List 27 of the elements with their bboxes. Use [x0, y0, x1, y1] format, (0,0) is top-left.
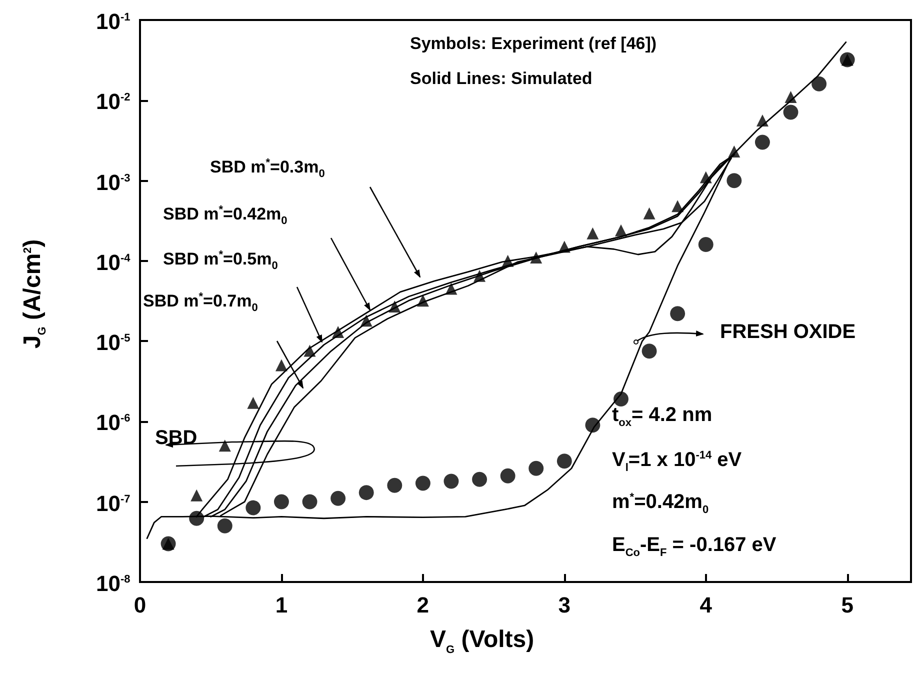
- x-tick-label: 1: [275, 592, 288, 618]
- annotation: m$^{*}$=0.42m$_{0}$: [612, 491, 709, 516]
- annotation: Solid Lines: Simulated: [410, 69, 592, 88]
- annotation: SBD m$^{*}$=0.5m$_{0}$: [163, 249, 278, 272]
- y-tick-label: 10$^{-5}$: [96, 330, 130, 356]
- annotation: t$_{ox}$= 4.2 nm: [612, 404, 712, 429]
- annotation: SBD m$^{*}$=0.7m$_{0}$: [143, 291, 258, 314]
- x-tick-label: 0: [134, 592, 146, 618]
- annotation: FRESH OXIDE: [720, 321, 856, 343]
- y-tick-label: 10$^{-2}$: [96, 89, 130, 114]
- annotation: SBD m$^{*}$=0.3m$_{0}$: [210, 157, 325, 180]
- y-tick-label: 10$^{-8}$: [96, 571, 130, 596]
- y-tick-label: 10$^{-3}$: [96, 170, 130, 195]
- annotation: SBD m$^{*}$=0.42m$_{0}$: [163, 204, 288, 228]
- annotation: V$_{l}$=1 x 10$^{-14}$ eV: [612, 449, 742, 474]
- y-tick-label: 10$^{-1}$: [96, 9, 130, 34]
- annotation: E$_{Co}$-E$_{F}$ = -0.167 eV: [612, 534, 776, 559]
- x-axis-title: V$_{G}$ (Volts): [430, 626, 534, 656]
- y-tick-label: 10$^{-6}$: [96, 410, 130, 436]
- x-tick-label: 3: [558, 592, 571, 618]
- x-tick-label: 4: [700, 592, 713, 618]
- annotation: Symbols: Experiment (ref [46]): [410, 34, 657, 53]
- y-tick-label: 10$^{-7}$: [96, 490, 130, 516]
- y-tick-label: 10$^{-4}$: [96, 250, 130, 275]
- x-tick-label: 2: [416, 592, 430, 618]
- x-tick-label: 5: [841, 592, 854, 618]
- annotation: SBD: [155, 427, 198, 449]
